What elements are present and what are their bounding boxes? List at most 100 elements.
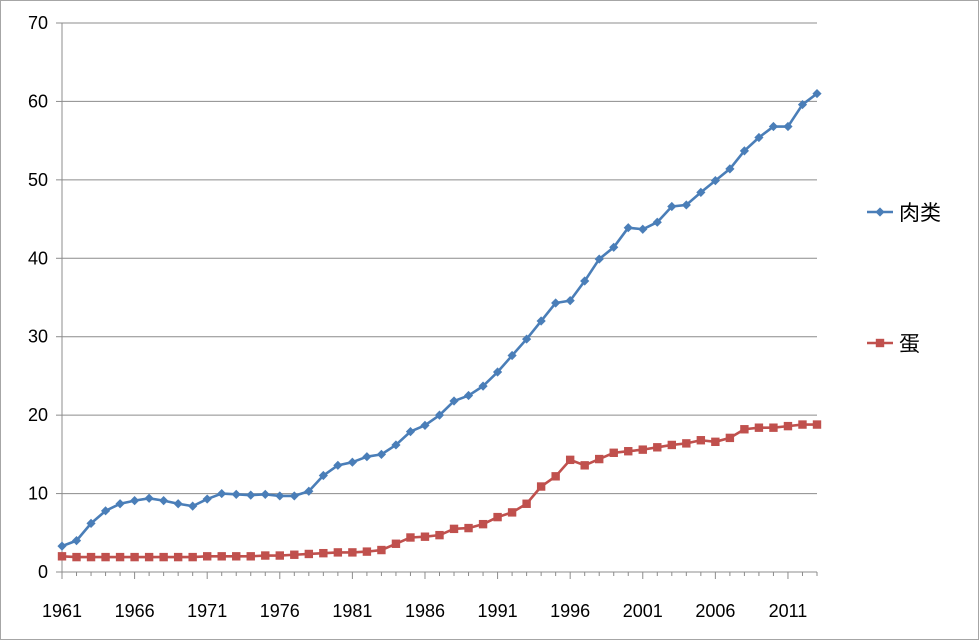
legend-entry: 肉类 — [867, 201, 941, 225]
data-point — [405, 427, 416, 437]
data-point — [565, 455, 575, 465]
data-point — [652, 217, 662, 227]
x-tick-label: 2001 — [623, 601, 663, 621]
data-point — [275, 491, 285, 501]
gridlines — [62, 22, 817, 495]
x-tick-label: 2006 — [695, 601, 735, 621]
data-point — [130, 552, 139, 562]
data-point — [115, 499, 125, 509]
data-point — [522, 499, 531, 508]
series — [57, 88, 822, 562]
data-point — [754, 132, 764, 143]
data-point — [72, 552, 81, 562]
data-point — [812, 88, 822, 99]
legend-entry: 蛋 — [867, 332, 920, 356]
data-point — [377, 545, 386, 555]
data-point — [275, 551, 284, 560]
y-tick-label: 40 — [28, 248, 48, 268]
data-point — [783, 421, 793, 431]
data-point — [217, 552, 226, 561]
data-point — [420, 420, 430, 430]
data-point — [449, 396, 459, 406]
data-point — [173, 499, 183, 509]
data-point — [522, 334, 532, 344]
data-point — [318, 470, 328, 481]
data-point — [536, 316, 546, 326]
data-point — [246, 552, 255, 561]
data-point — [86, 518, 96, 528]
data-point — [464, 523, 473, 533]
data-point — [159, 552, 168, 562]
data-point — [769, 423, 778, 432]
x-tick-label: 1996 — [550, 601, 590, 621]
data-point — [304, 486, 314, 496]
y-tick-label: 50 — [28, 170, 48, 190]
data-point — [580, 276, 590, 286]
data-point — [812, 420, 822, 429]
y-tick-label: 60 — [28, 91, 48, 111]
data-point — [260, 489, 270, 499]
data-point — [492, 367, 503, 377]
data-point — [86, 552, 96, 562]
data-point — [740, 425, 749, 434]
data-point — [478, 519, 488, 529]
data-point — [653, 443, 662, 452]
data-point — [144, 552, 154, 562]
legend-label: 蛋 — [899, 332, 920, 356]
data-point — [420, 532, 430, 541]
data-point — [624, 447, 633, 456]
legend-marker — [875, 338, 885, 348]
y-tick-label: 20 — [28, 405, 48, 425]
y-tick-label: 0 — [38, 562, 48, 582]
data-point — [449, 524, 459, 534]
y-tick-labels: 0 10 20 30 40 50 60 70 — [28, 13, 48, 582]
x-tick-labels: 1961 1966 1971 1976 1981 1986 1991 1996 2001 2006… — [42, 601, 807, 621]
x-tick-label: 1971 — [187, 601, 227, 621]
y-tick-label: 10 — [28, 484, 48, 504]
x-tick-label: 1966 — [115, 601, 155, 621]
data-point — [696, 187, 706, 198]
data-point — [188, 552, 197, 562]
data-point — [435, 530, 444, 540]
data-point — [681, 200, 691, 210]
data-point — [768, 121, 779, 132]
data-point — [725, 164, 735, 174]
data-point — [623, 223, 633, 233]
data-point — [304, 549, 314, 559]
data-point — [101, 552, 110, 562]
data-point — [391, 539, 401, 548]
data-point — [595, 454, 604, 464]
data-point — [290, 550, 299, 559]
y-tick-label: 70 — [28, 13, 48, 33]
series-2 — [57, 420, 822, 562]
data-point — [115, 552, 125, 562]
data-point — [231, 489, 241, 499]
data-point — [144, 493, 154, 503]
data-point — [710, 176, 720, 186]
data-point — [232, 552, 241, 561]
data-point — [376, 449, 387, 459]
data-point — [406, 533, 415, 542]
data-point — [507, 350, 517, 361]
data-point — [261, 551, 270, 560]
data-point — [333, 548, 343, 557]
data-point — [362, 452, 372, 462]
data-point — [638, 224, 648, 234]
data-point — [536, 482, 546, 491]
data-point — [739, 146, 750, 156]
data-point — [347, 457, 357, 467]
data-point — [551, 298, 561, 308]
series-1 — [57, 88, 822, 551]
data-point — [57, 552, 67, 561]
data-point — [202, 552, 212, 561]
data-point — [638, 445, 647, 454]
data-point — [333, 460, 343, 470]
data-point — [783, 121, 793, 132]
x-tick-label: 1981 — [332, 601, 372, 621]
data-point — [594, 254, 604, 264]
x-tick-label: 1986 — [405, 601, 445, 621]
data-point — [100, 506, 111, 516]
data-point — [57, 541, 67, 551]
legend: 肉类蛋 — [867, 201, 941, 356]
